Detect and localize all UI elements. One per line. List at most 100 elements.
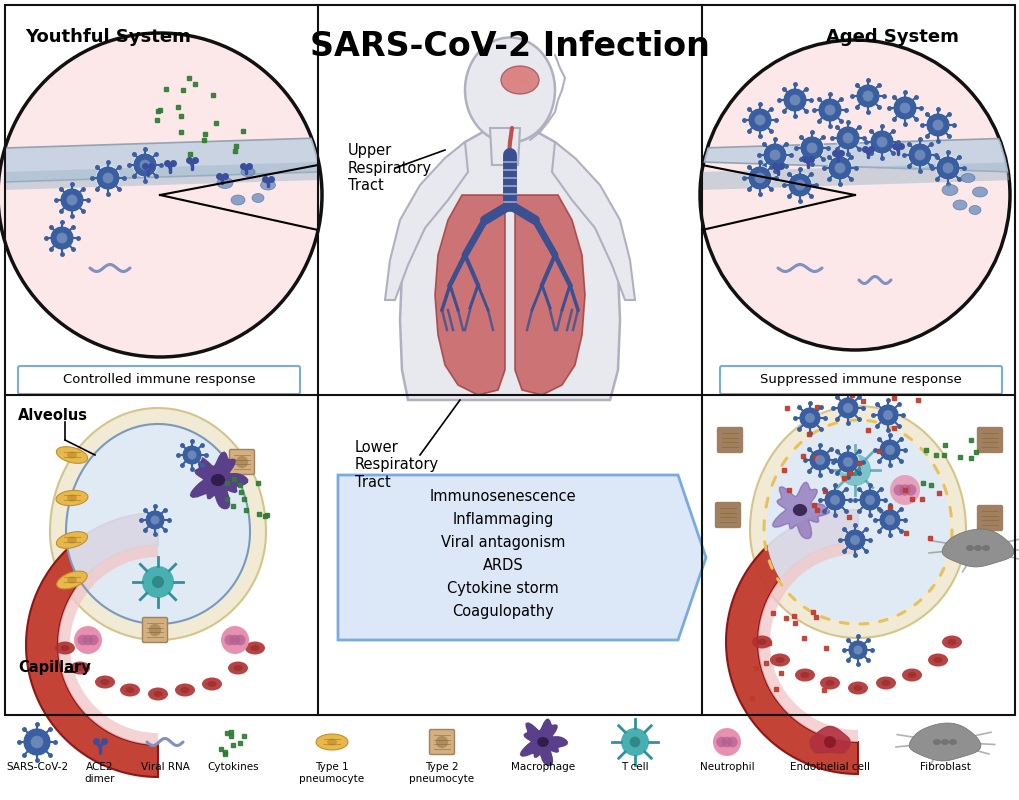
Polygon shape bbox=[58, 545, 158, 745]
Ellipse shape bbox=[941, 739, 948, 745]
Ellipse shape bbox=[927, 654, 947, 666]
Circle shape bbox=[799, 136, 823, 160]
FancyBboxPatch shape bbox=[716, 427, 742, 453]
Ellipse shape bbox=[819, 677, 840, 690]
FancyBboxPatch shape bbox=[429, 730, 454, 754]
Text: ACE2
dimer: ACE2 dimer bbox=[85, 762, 115, 784]
Polygon shape bbox=[399, 128, 620, 400]
Text: Coagulopathy: Coagulopathy bbox=[451, 604, 553, 619]
Polygon shape bbox=[434, 195, 504, 395]
Text: Immunosenescence: Immunosenescence bbox=[429, 489, 576, 504]
Ellipse shape bbox=[847, 682, 867, 694]
FancyBboxPatch shape bbox=[18, 366, 300, 394]
Circle shape bbox=[878, 509, 900, 531]
Circle shape bbox=[983, 434, 996, 446]
Circle shape bbox=[74, 626, 102, 654]
FancyBboxPatch shape bbox=[143, 618, 167, 642]
Circle shape bbox=[699, 40, 1009, 350]
Circle shape bbox=[794, 180, 805, 190]
Circle shape bbox=[60, 188, 84, 212]
Ellipse shape bbox=[500, 66, 538, 94]
Circle shape bbox=[890, 475, 919, 505]
Circle shape bbox=[876, 404, 898, 426]
Circle shape bbox=[788, 173, 811, 197]
Circle shape bbox=[843, 529, 865, 551]
Circle shape bbox=[621, 728, 648, 756]
Circle shape bbox=[149, 624, 161, 636]
Ellipse shape bbox=[800, 672, 809, 678]
Circle shape bbox=[837, 451, 858, 473]
Polygon shape bbox=[337, 475, 705, 640]
Circle shape bbox=[151, 515, 159, 525]
Circle shape bbox=[96, 166, 120, 190]
Ellipse shape bbox=[952, 200, 966, 210]
Circle shape bbox=[229, 634, 240, 646]
Ellipse shape bbox=[853, 685, 862, 691]
Ellipse shape bbox=[942, 185, 957, 195]
Polygon shape bbox=[701, 138, 1014, 172]
Circle shape bbox=[798, 407, 820, 429]
FancyBboxPatch shape bbox=[229, 450, 255, 474]
Circle shape bbox=[789, 94, 800, 106]
Polygon shape bbox=[5, 162, 318, 190]
Circle shape bbox=[0, 33, 322, 357]
Circle shape bbox=[823, 736, 836, 748]
Ellipse shape bbox=[465, 38, 554, 142]
Circle shape bbox=[882, 410, 892, 420]
Ellipse shape bbox=[932, 657, 942, 663]
Ellipse shape bbox=[252, 194, 264, 202]
Circle shape bbox=[849, 535, 859, 545]
FancyBboxPatch shape bbox=[714, 502, 740, 527]
Ellipse shape bbox=[824, 680, 834, 686]
Circle shape bbox=[145, 510, 165, 530]
FancyBboxPatch shape bbox=[976, 506, 1002, 530]
Text: Fibroblast: Fibroblast bbox=[919, 762, 969, 772]
Polygon shape bbox=[520, 719, 567, 766]
Circle shape bbox=[754, 114, 764, 126]
Circle shape bbox=[31, 736, 43, 748]
Circle shape bbox=[721, 509, 734, 521]
Ellipse shape bbox=[67, 451, 76, 458]
Ellipse shape bbox=[948, 739, 956, 745]
Circle shape bbox=[187, 450, 197, 459]
FancyBboxPatch shape bbox=[976, 427, 1002, 453]
Circle shape bbox=[935, 156, 959, 180]
Ellipse shape bbox=[101, 679, 109, 685]
Ellipse shape bbox=[153, 691, 162, 697]
Ellipse shape bbox=[75, 665, 85, 671]
Circle shape bbox=[823, 105, 835, 115]
Ellipse shape bbox=[70, 662, 90, 674]
Circle shape bbox=[817, 98, 841, 122]
Circle shape bbox=[712, 728, 740, 756]
Circle shape bbox=[834, 162, 845, 174]
Ellipse shape bbox=[751, 635, 771, 649]
Ellipse shape bbox=[245, 642, 265, 654]
Circle shape bbox=[66, 194, 77, 206]
Ellipse shape bbox=[537, 737, 548, 747]
Polygon shape bbox=[384, 142, 468, 300]
Circle shape bbox=[864, 495, 874, 505]
Circle shape bbox=[858, 489, 880, 511]
Ellipse shape bbox=[67, 577, 76, 583]
Text: Capillary: Capillary bbox=[18, 660, 91, 675]
Ellipse shape bbox=[968, 206, 980, 214]
Circle shape bbox=[769, 150, 780, 160]
Ellipse shape bbox=[95, 675, 115, 689]
Polygon shape bbox=[56, 490, 88, 506]
Text: Inflammaging: Inflammaging bbox=[451, 512, 553, 527]
Circle shape bbox=[907, 143, 931, 167]
Text: Neutrophil: Neutrophil bbox=[699, 762, 754, 772]
Text: Aged System: Aged System bbox=[824, 28, 958, 46]
Ellipse shape bbox=[60, 645, 69, 651]
Circle shape bbox=[869, 130, 893, 154]
Polygon shape bbox=[56, 532, 88, 548]
Ellipse shape bbox=[901, 669, 921, 682]
Polygon shape bbox=[551, 142, 635, 300]
Circle shape bbox=[224, 634, 234, 646]
Text: Cytokine storm: Cytokine storm bbox=[446, 581, 558, 596]
Ellipse shape bbox=[120, 683, 140, 697]
Polygon shape bbox=[56, 446, 88, 463]
Text: Viral RNA: Viral RNA bbox=[141, 762, 190, 772]
Ellipse shape bbox=[971, 187, 986, 197]
Circle shape bbox=[50, 226, 74, 250]
